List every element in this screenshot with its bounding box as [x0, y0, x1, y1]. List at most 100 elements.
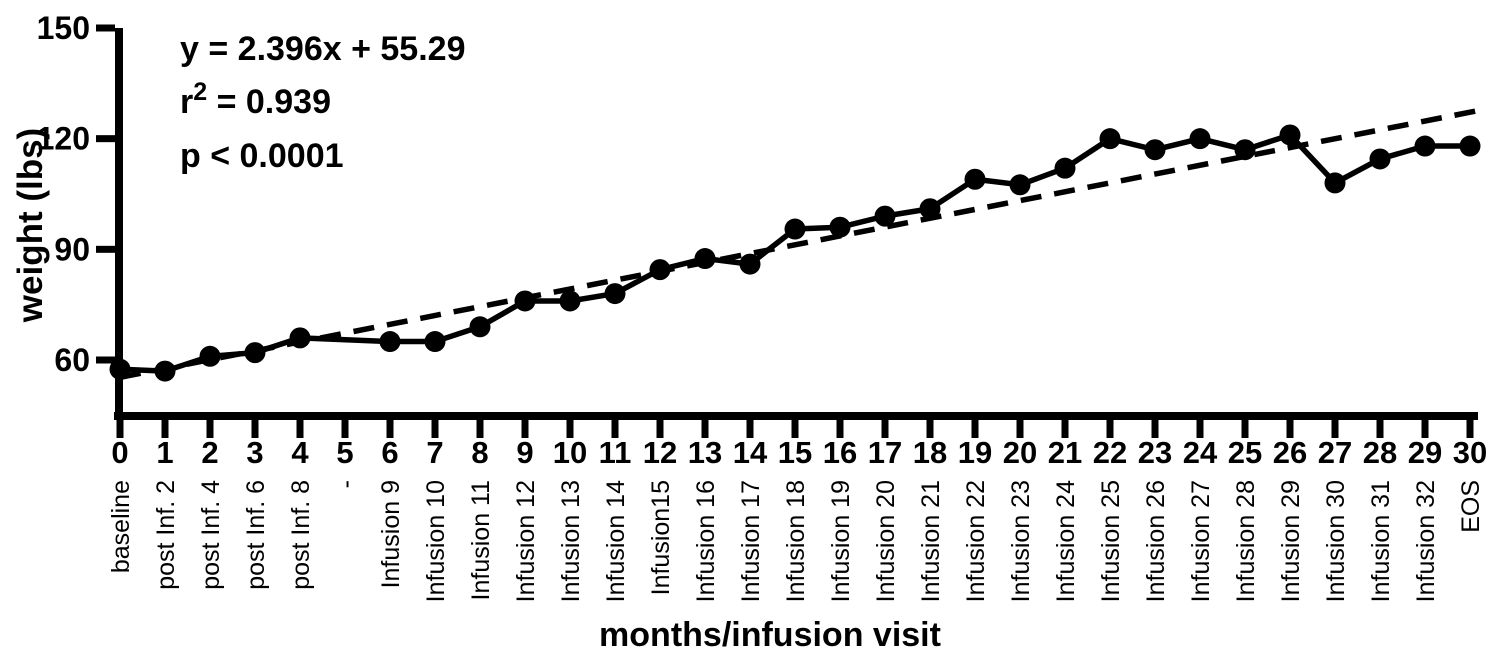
x-tick-label: 12	[643, 435, 677, 470]
x-tick-mark	[836, 420, 844, 438]
data-point	[919, 198, 941, 220]
visit-label: Infusion 25	[1097, 480, 1125, 602]
data-point	[289, 327, 311, 349]
data-point	[469, 316, 491, 338]
x-tick-mark	[476, 420, 484, 438]
visit-label: Infusion 32	[1412, 480, 1440, 602]
visit-label: Infusion 13	[557, 480, 585, 602]
visit-label: Infusion 28	[1232, 480, 1260, 602]
x-axis-line	[114, 412, 1478, 420]
data-point	[1144, 139, 1166, 161]
x-tick-mark	[701, 420, 709, 438]
x-tick-label: 16	[823, 435, 857, 470]
visit-label: Infusion 11	[467, 480, 495, 600]
x-tick-mark	[791, 420, 799, 438]
x-tick-label: 24	[1183, 435, 1218, 470]
y-axis-line	[115, 28, 123, 420]
visit-labels: baseline post Inf. 2 post Inf. 4 post Inf. …	[107, 480, 1485, 602]
visit-label: Infusion 21	[917, 480, 945, 602]
annotation-line: r2 = 0.939	[180, 78, 331, 121]
x-tick-mark	[746, 420, 754, 438]
x-tick-label: 23	[1138, 435, 1172, 470]
visit-label: Infusion 22	[962, 480, 990, 602]
y-tick-mark	[96, 135, 115, 143]
visit-label: Infusion 29	[1277, 480, 1305, 602]
data-point	[739, 253, 761, 275]
visit-label: EOS	[1457, 480, 1485, 533]
visit-label: Infusion 27	[1187, 480, 1215, 602]
x-tick-mark	[926, 420, 934, 438]
x-tick-mark	[296, 420, 304, 438]
regression-dashed-line	[119, 106, 1487, 381]
x-tick-label: 7	[426, 435, 443, 470]
stats-annotation: y = 2.396x + 55.29 r2 = 0.939 p < 0.0001	[180, 30, 465, 175]
data-point	[694, 248, 716, 270]
visit-label: Infusion 16	[692, 480, 720, 602]
x-tick-mark	[1241, 420, 1249, 438]
visit-label: Infusion 30	[1322, 480, 1350, 602]
data-point	[379, 331, 401, 353]
x-tick-mark	[431, 420, 439, 438]
data-point	[1099, 128, 1121, 150]
y-tick-mark	[96, 245, 115, 253]
x-tick-label: 19	[958, 435, 992, 470]
x-tick-mark	[1196, 420, 1204, 438]
visit-label: Infusion 31	[1367, 480, 1395, 602]
x-tick-label: 30	[1453, 435, 1487, 470]
x-tick-mark	[1466, 420, 1474, 438]
visit-label: post Inf. 6	[242, 480, 270, 590]
data-series	[109, 124, 1481, 382]
x-tick-label: 15	[778, 435, 812, 470]
visit-label: Infusion 20	[872, 480, 900, 602]
x-axis-title: months/infusion visit	[599, 616, 941, 654]
data-point	[1054, 157, 1076, 179]
y-tick-label: 120	[37, 121, 90, 157]
y-axis-title: weight (lbs)	[11, 128, 50, 323]
x-tick-label: 18	[913, 435, 947, 470]
visit-label: -	[332, 480, 360, 488]
data-point	[784, 218, 806, 240]
data-point	[424, 331, 446, 353]
data-point	[649, 259, 671, 281]
x-tick-mark	[611, 420, 619, 438]
y-tick-mark	[96, 356, 115, 364]
regression-line	[119, 106, 1487, 381]
x-tick-label: 11	[599, 435, 632, 470]
data-point	[199, 345, 221, 367]
data-point	[829, 216, 851, 238]
data-point	[1324, 172, 1346, 194]
x-tick-mark	[161, 420, 169, 438]
x-tick-mark	[1106, 420, 1114, 438]
data-point	[1189, 128, 1211, 150]
x-tick-label: 21	[1048, 435, 1082, 470]
x-tick-mark	[1151, 420, 1159, 438]
data-point	[514, 290, 536, 312]
x-tick-mark	[1016, 420, 1024, 438]
x-tick-label: 10	[553, 435, 587, 470]
x-tick-mark	[656, 420, 664, 438]
x-tick-mark	[251, 420, 259, 438]
x-tick-mark	[521, 420, 529, 438]
x-tick-label: 25	[1228, 435, 1262, 470]
visit-label: post Inf. 8	[287, 480, 315, 590]
data-point	[1369, 148, 1391, 170]
data-point	[1459, 135, 1481, 157]
x-tick-label: 17	[868, 435, 902, 470]
visit-label: Infusion15	[647, 480, 675, 595]
visit-label: post Inf. 4	[197, 480, 225, 590]
x-tick-mark	[1061, 420, 1069, 438]
x-tick-label: 13	[688, 435, 722, 470]
y-tick-label: 90	[54, 231, 90, 267]
data-point	[154, 360, 176, 382]
x-tick-mark	[116, 420, 124, 438]
x-tick-label: 27	[1318, 435, 1352, 470]
visit-label: Infusion 18	[782, 480, 810, 602]
x-tick-mark	[206, 420, 214, 438]
x-tick-label: 29	[1408, 435, 1442, 470]
visit-label: Infusion 19	[827, 480, 855, 602]
x-tick-mark	[971, 420, 979, 438]
data-point	[559, 290, 581, 312]
x-tick-label: 28	[1363, 435, 1397, 470]
visit-label: Infusion 26	[1142, 480, 1170, 602]
